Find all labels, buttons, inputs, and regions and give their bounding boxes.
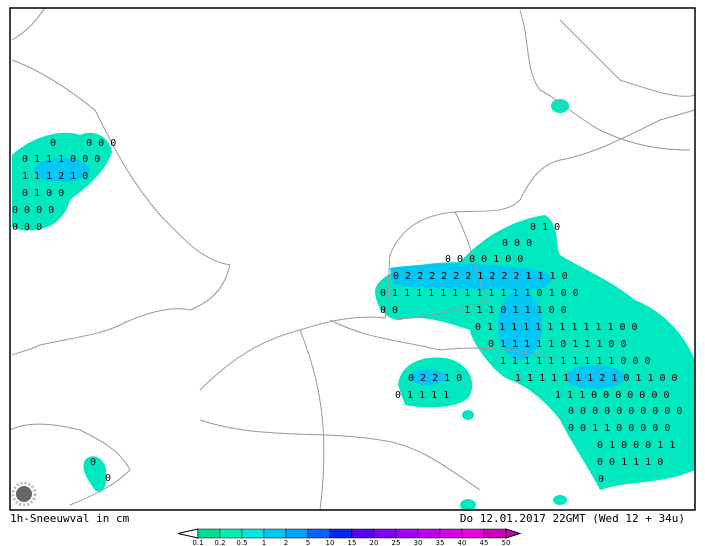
value-label: 0 0 1 1 0 0 0 0 0 [568,423,670,434]
value-label: 0 1 0 [530,222,560,233]
legend-label: 50 [502,539,511,546]
value-label: 0 [90,457,96,468]
value-label: 1 1 1 2 1 0 [22,171,88,182]
legend-label: 0.2 [214,539,225,546]
value-label: 0 2 2 1 0 [408,373,462,384]
legend-label: 30 [414,539,423,546]
legend-label: 2 [284,539,288,546]
value-label: 1 1 1 1 1 1 1 2 1 0 1 1 0 0 [515,373,678,384]
legend-swatch [219,528,243,539]
legend-swatch [263,528,287,539]
legend-label: 20 [370,539,379,546]
valid-time: Do 12.01.2017 22GMT (Wed 12 + 34u) [460,512,685,525]
legend-label: 0.1 [192,539,203,546]
legend-swatch [241,528,265,539]
value-label: 0 1 0 0 0 1 1 [597,440,675,451]
value-label: 0 1 1 1 1 1 0 1 1 1 0 0 [488,339,626,350]
legend-label: 1 [262,539,266,546]
coastlines [9,7,696,511]
value-label: 0 2 2 2 2 2 2 1 2 2 2 1 1 1 0 [393,271,568,282]
value-label: 0 1 1 1 1 1 1 1 1 1 1 1 1 0 1 0 0 [380,288,579,299]
legend-swatch [329,528,353,539]
legend-arrow-high [505,528,522,539]
value-label: 0 1 1 1 1 [395,390,449,401]
legend-swatch [395,528,419,539]
value-label: 0 0 0 0 [50,138,116,149]
value-label: 0 0 0 [12,222,42,233]
logo [11,481,37,507]
legend-label: 35 [436,539,445,546]
value-label: 0 0 0 0 1 0 0 [445,254,523,265]
legend-swatch [197,528,221,539]
snow-areas [12,99,695,511]
legend-swatch [373,528,397,539]
legend-label: 10 [326,539,335,546]
legend-label: 45 [480,539,489,546]
legend-swatch [351,528,375,539]
value-label: 1 1 1 1 1 1 1 1 1 1 0 0 0 [500,356,651,367]
legend-swatch [461,528,485,539]
legend-swatch [307,528,331,539]
legend-label: 5 [306,539,310,546]
legend-swatch [285,528,309,539]
legend-label: 40 [458,539,467,546]
value-label: 0 0 1 1 1 0 1 1 1 0 0 [380,305,567,316]
legend-label: 0.5 [236,539,247,546]
value-label: 0 0 0 [502,238,532,249]
value-label: 0 0 0 0 [12,205,54,216]
value-label: 0 1 1 1 1 1 1 1 1 1 1 1 0 0 [475,322,638,333]
legend-swatch [417,528,441,539]
value-label: 0 0 0 0 0 0 0 0 0 0 [568,406,682,417]
value-label: 0 [105,473,111,484]
map-title: 1h-Sneeuwval in cm [10,512,130,525]
color-legend: 0.1 0.2 0.5 1 2 5 10 15 20 25 30 35 40 45 50 [177,528,522,546]
legend-label: 25 [392,539,401,546]
map-frame [9,7,696,511]
value-labels: 0 0 0 0 0 1 1 1 0 0 0 1 1 1 2 1 0 0 1 0 0 0 … [12,138,682,485]
value-label: 0 1 0 0 [22,188,64,199]
legend-swatch [483,528,507,539]
legend-swatch [439,528,463,539]
value-label: 0 1 1 1 0 0 0 [22,154,100,165]
legend-label: 15 [348,539,357,546]
value-label: 0 [598,474,604,485]
value-label: 0 0 1 1 1 0 [597,457,663,468]
value-label: 1 1 1 0 0 0 0 0 0 0 [555,390,669,401]
